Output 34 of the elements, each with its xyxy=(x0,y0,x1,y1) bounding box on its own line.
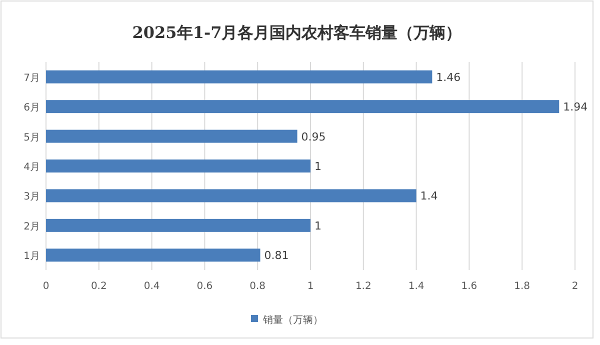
x-tick-label: 0 xyxy=(42,281,50,292)
x-tick-label: 0.2 xyxy=(90,281,107,292)
legend-label: 销量（万辆） xyxy=(262,314,323,326)
data-label: 1 xyxy=(314,219,322,232)
y-tick-label: 3月 xyxy=(24,192,40,203)
bar xyxy=(46,100,560,114)
x-tick-label: 1.4 xyxy=(408,281,424,292)
x-tick-label: 1 xyxy=(307,281,314,292)
y-tick-label: 1月 xyxy=(24,251,40,262)
data-label: 1.94 xyxy=(563,100,588,114)
data-label: 1 xyxy=(314,160,322,173)
x-tick-label: 1.2 xyxy=(355,281,372,292)
bar xyxy=(46,218,310,232)
x-tick-label: 0.6 xyxy=(196,281,213,292)
data-label: 0.95 xyxy=(301,130,326,144)
bar xyxy=(46,130,298,143)
bar xyxy=(46,248,260,262)
y-tick-label: 2月 xyxy=(24,221,40,232)
y-tick-label: 6月 xyxy=(24,102,40,114)
chart-title: 2025年1-7月各月国内农村客车销量（万辆） xyxy=(132,23,462,42)
x-tick-label: 0.4 xyxy=(144,281,160,292)
x-tick-label: 2 xyxy=(572,281,578,292)
data-label: 0.81 xyxy=(264,249,289,262)
data-label: 1.46 xyxy=(436,70,461,84)
x-tick-label: 0.8 xyxy=(250,281,266,292)
x-tick-label: 1.8 xyxy=(514,281,530,292)
y-tick-label: 4月 xyxy=(24,162,40,173)
bar xyxy=(46,70,432,84)
x-tick-label: 1.6 xyxy=(461,281,478,292)
data-label: 1.4 xyxy=(420,190,438,203)
y-tick-label: 5月 xyxy=(24,132,40,144)
bar xyxy=(46,160,310,172)
y-tick-label: 7月 xyxy=(24,72,40,84)
bar xyxy=(46,189,416,202)
